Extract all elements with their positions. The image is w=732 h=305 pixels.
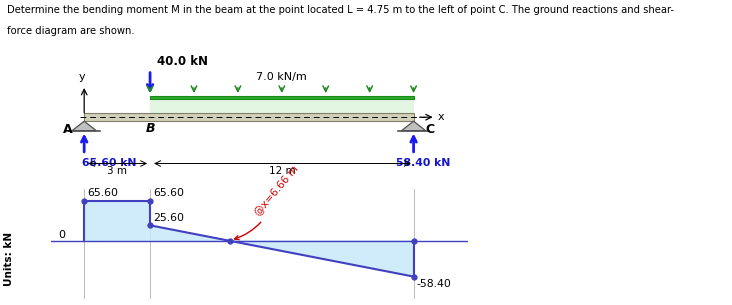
Polygon shape — [72, 121, 97, 131]
Text: 58.40 kN: 58.40 kN — [396, 158, 450, 168]
Text: 65.60 kN: 65.60 kN — [82, 158, 136, 168]
Bar — [150, 96, 414, 99]
Polygon shape — [231, 241, 414, 277]
Text: 25.60: 25.60 — [154, 213, 184, 223]
Polygon shape — [401, 121, 425, 131]
Text: 0: 0 — [58, 230, 65, 240]
Text: 65.60: 65.60 — [154, 188, 184, 199]
Text: Determine the bending moment M in the beam at the point located L = 4.75 m to th: Determine the bending moment M in the be… — [7, 5, 674, 15]
Text: @x=6.66 m: @x=6.66 m — [234, 163, 300, 240]
Text: A: A — [62, 123, 72, 136]
Text: 40.0 kN: 40.0 kN — [157, 55, 208, 67]
Text: -58.40: -58.40 — [417, 279, 452, 289]
Text: x: x — [438, 112, 444, 122]
Text: B: B — [146, 122, 154, 135]
Text: C: C — [425, 123, 435, 136]
Bar — [84, 113, 414, 121]
Text: 3 m: 3 m — [107, 166, 127, 176]
Text: y: y — [78, 72, 86, 82]
Text: 12 m: 12 m — [269, 166, 295, 176]
Text: force diagram are shown.: force diagram are shown. — [7, 26, 135, 36]
Polygon shape — [84, 201, 231, 241]
Text: Units: kN: Units: kN — [4, 232, 14, 286]
Text: 65.60: 65.60 — [87, 188, 119, 199]
Text: 7.0 kN/m: 7.0 kN/m — [256, 72, 307, 82]
FancyBboxPatch shape — [150, 99, 414, 113]
